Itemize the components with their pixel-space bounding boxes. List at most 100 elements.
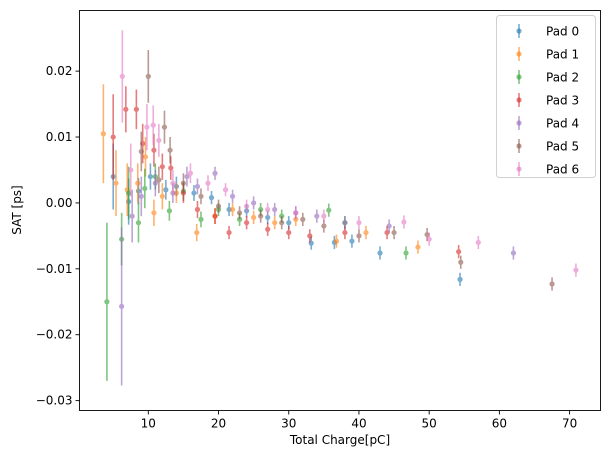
legend-entry: Pad 4	[516, 116, 579, 131]
x-tick-label: 60	[492, 417, 507, 431]
data-point	[236, 210, 243, 216]
data-point	[377, 250, 383, 256]
data-point	[251, 214, 257, 221]
legend-label: Pad 2	[546, 71, 579, 85]
data-point	[194, 183, 201, 190]
data-point	[166, 208, 172, 214]
data-point	[229, 193, 236, 199]
legend-marker	[516, 120, 522, 126]
x-tick-label: 50	[422, 417, 437, 431]
legend-entry: Pad 1	[516, 47, 579, 62]
data-point	[403, 250, 409, 256]
y-tick-label: −0.03	[36, 394, 73, 408]
data-point	[208, 195, 215, 201]
data-point	[151, 210, 157, 216]
data-point	[129, 213, 135, 219]
data-point	[110, 134, 116, 140]
data-point	[194, 206, 201, 213]
data-point	[321, 213, 327, 219]
data-point	[549, 281, 555, 287]
data-point	[150, 122, 156, 128]
data-point	[415, 244, 421, 250]
data-point	[226, 229, 232, 236]
y-axis-label: SAT [ps]	[10, 185, 24, 235]
data-point	[191, 190, 197, 196]
series-pad-6	[119, 30, 579, 277]
series-pad-5	[138, 50, 555, 291]
data-point	[272, 220, 278, 226]
data-point	[168, 165, 174, 171]
legend-marker	[516, 51, 522, 57]
data-point	[458, 259, 464, 265]
data-point	[244, 220, 250, 226]
legend-entry: Pad 6	[516, 162, 579, 177]
data-point	[307, 233, 313, 239]
data-point	[244, 203, 250, 209]
x-tick-label: 10	[141, 417, 156, 431]
legend-entry: Pad 5	[516, 139, 579, 154]
data-point	[229, 206, 236, 213]
data-point	[142, 185, 148, 192]
data-point	[363, 229, 369, 236]
data-point	[251, 200, 257, 206]
x-tick-label: 30	[281, 417, 296, 431]
data-point	[156, 177, 162, 183]
data-point	[342, 229, 348, 236]
y-tick-label: −0.02	[36, 328, 73, 342]
plot-marks	[100, 30, 579, 386]
data-point	[293, 210, 299, 216]
plot-frame	[79, 10, 601, 411]
data-point	[401, 219, 407, 225]
data-point	[475, 239, 481, 246]
data-point	[457, 276, 463, 282]
x-tick-label: 20	[211, 417, 226, 431]
data-point	[144, 124, 150, 130]
data-point	[212, 213, 218, 219]
data-point	[119, 73, 125, 79]
data-point	[145, 73, 151, 79]
x-axis-label: Total Charge[pC]	[289, 433, 390, 447]
data-point	[123, 106, 129, 112]
data-point	[151, 147, 157, 153]
data-point	[286, 220, 292, 226]
data-point	[167, 147, 173, 153]
data-point	[333, 238, 340, 244]
data-point	[205, 180, 211, 186]
legend-entry: Pad 3	[516, 93, 579, 108]
data-point	[258, 213, 264, 219]
data-point	[161, 124, 168, 130]
series-pad-2	[104, 163, 409, 381]
data-point	[510, 250, 517, 256]
data-point	[170, 180, 176, 186]
legend-marker	[516, 28, 522, 34]
data-point	[265, 214, 271, 221]
series-pad-4	[119, 166, 517, 386]
legend-marker	[516, 74, 522, 80]
legend-label: Pad 3	[546, 94, 579, 108]
data-point	[342, 220, 348, 226]
y-tick-label: 0.00	[46, 196, 73, 210]
data-point	[156, 137, 162, 143]
data-point	[159, 164, 165, 170]
data-point	[286, 229, 292, 236]
data-point	[184, 173, 190, 180]
data-point	[573, 267, 579, 273]
x-tick-label: 40	[351, 417, 366, 431]
data-point	[326, 207, 332, 213]
legend-marker	[516, 97, 522, 103]
legend: Pad 0 Pad 1 Pad 2 Pad 3 Pad 4 Pad 5 Pad 6	[496, 15, 596, 178]
data-point	[128, 167, 134, 173]
data-point	[135, 220, 142, 226]
data-point	[426, 236, 432, 242]
data-point	[100, 131, 106, 137]
legend-marker	[516, 143, 522, 149]
data-point	[222, 187, 229, 193]
data-point	[272, 206, 278, 213]
legend-box	[496, 15, 596, 178]
data-point	[314, 213, 320, 219]
data-point	[356, 220, 362, 226]
y-tick-label: 0.01	[46, 130, 73, 144]
data-point	[113, 180, 119, 186]
data-point	[138, 148, 144, 155]
